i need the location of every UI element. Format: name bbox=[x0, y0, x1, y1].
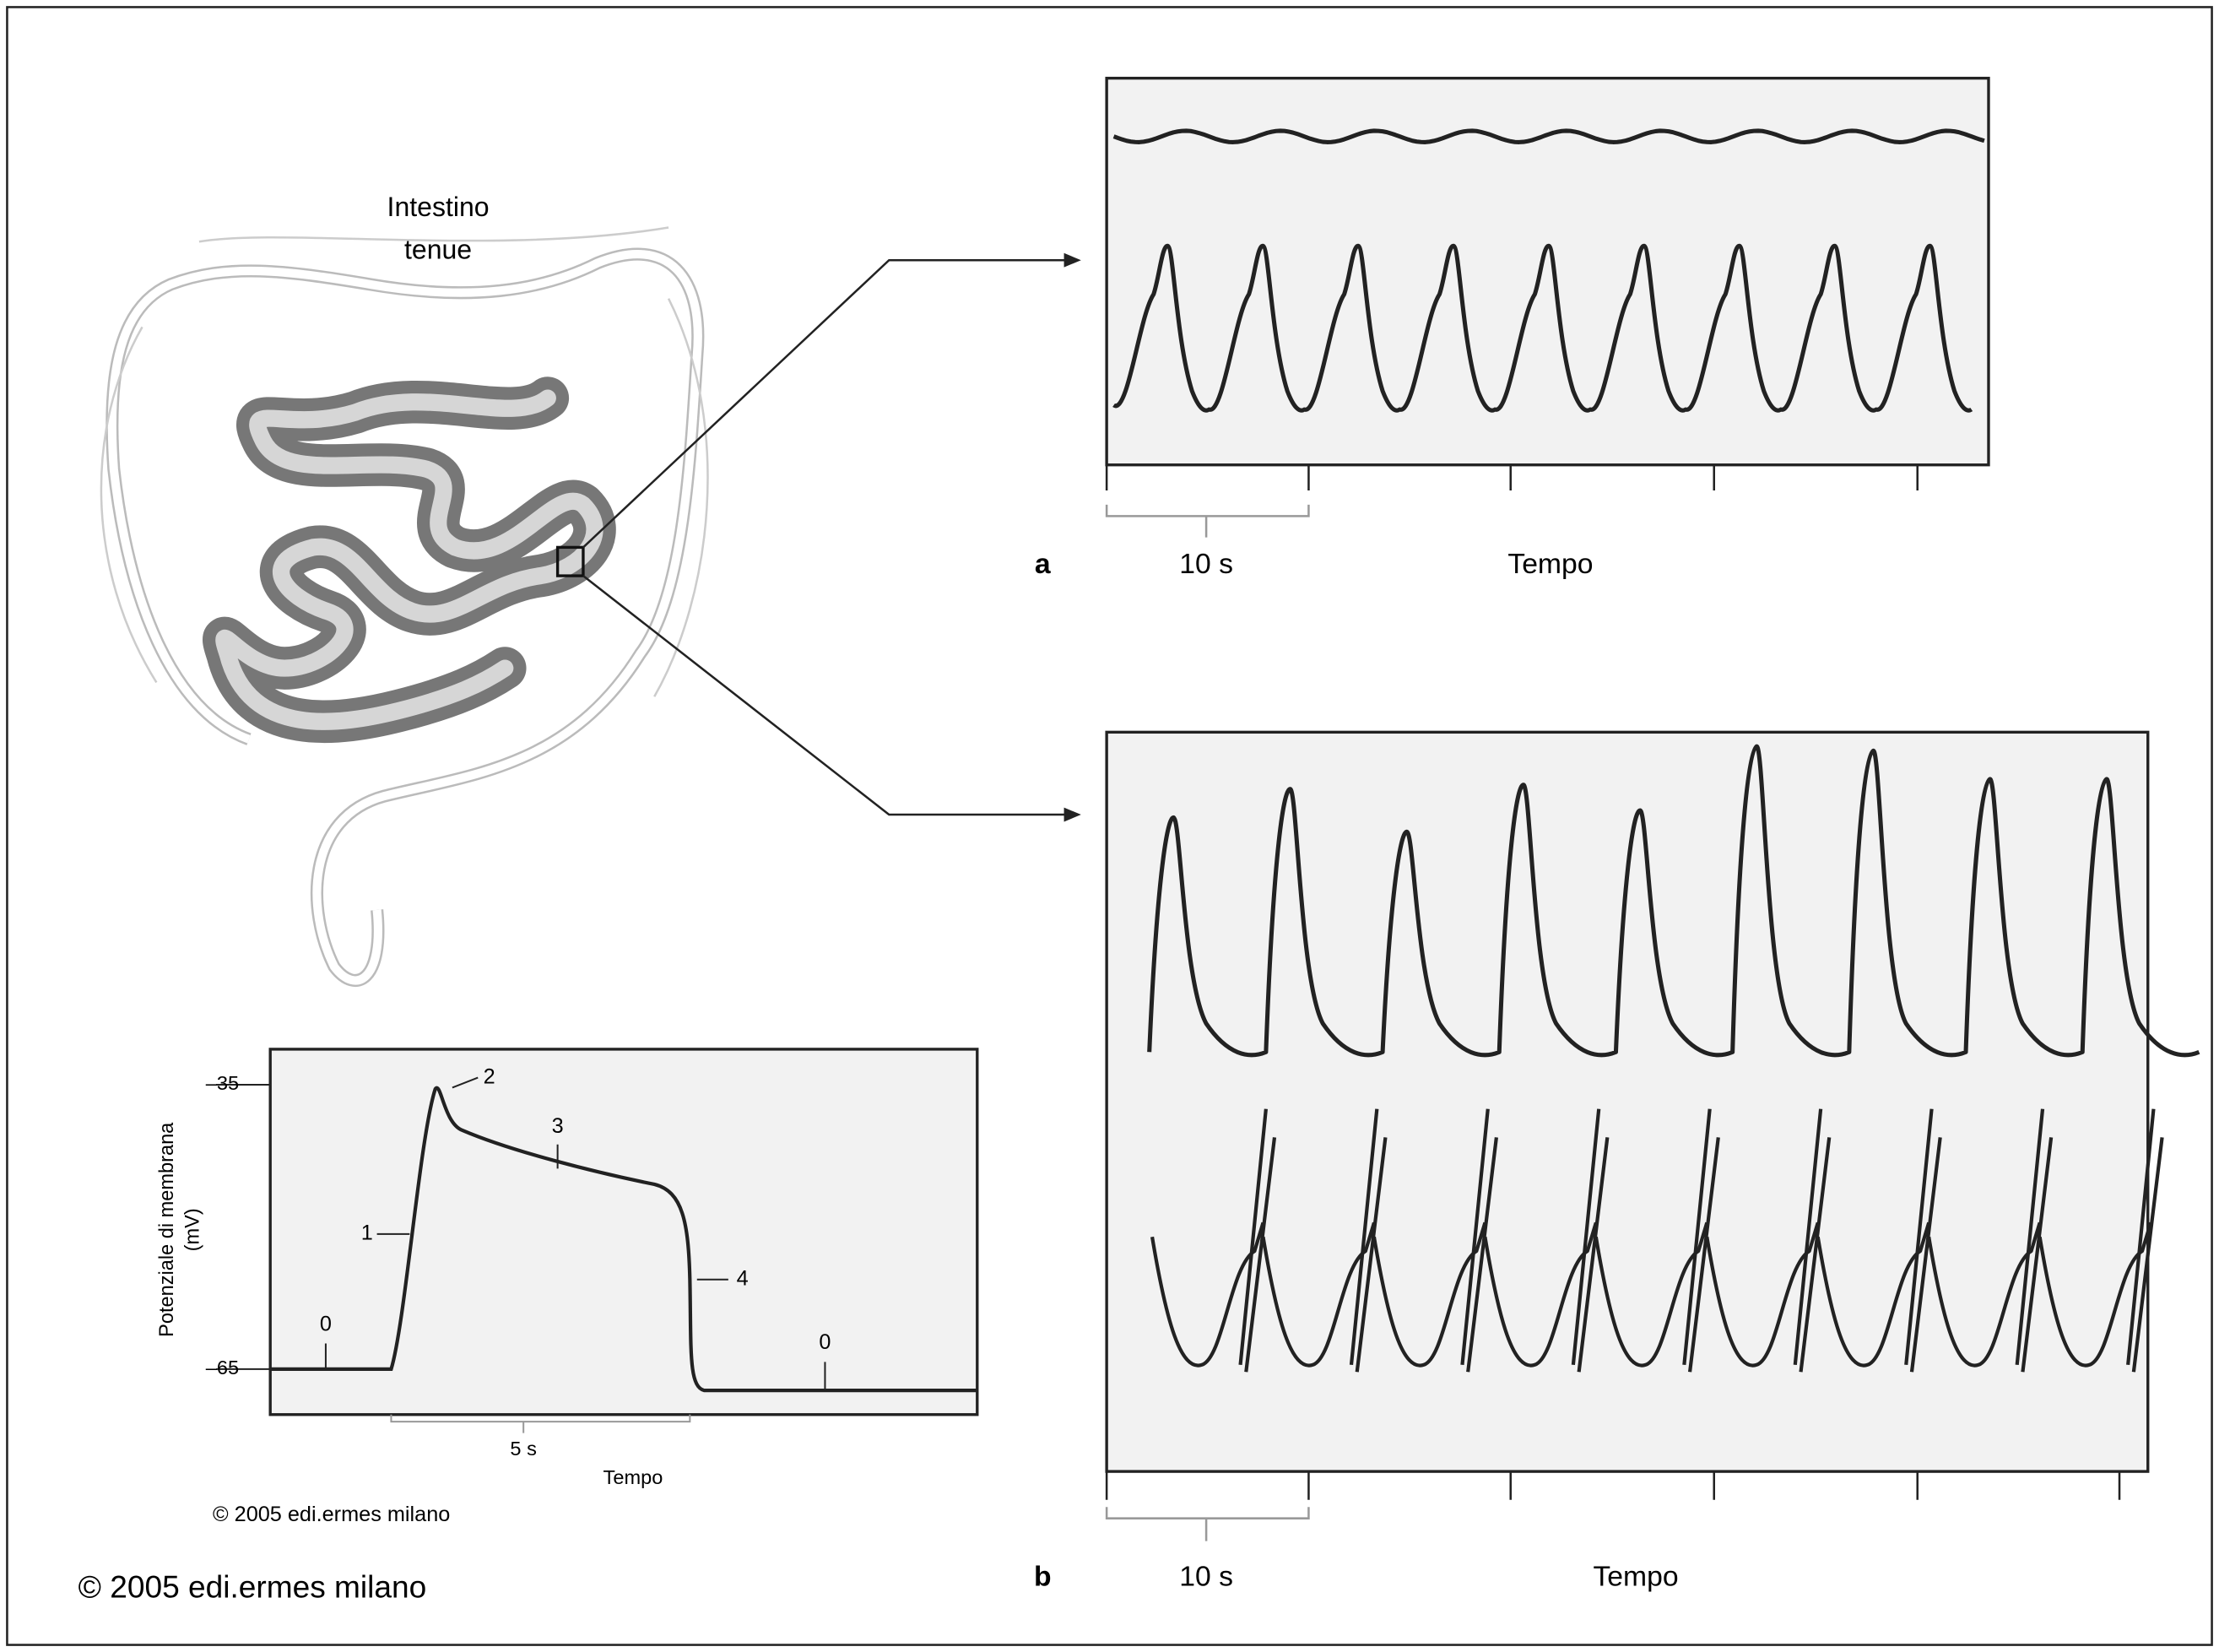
panel-b-traces bbox=[1147, 744, 2200, 1373]
phase-label: 1 bbox=[361, 1221, 373, 1245]
copyright: © 2005 edi.ermes milano bbox=[213, 1503, 450, 1526]
spike bbox=[1349, 1108, 1388, 1373]
large-intestine-folds bbox=[100, 226, 709, 697]
phase-label: 0 bbox=[320, 1312, 332, 1335]
spike bbox=[2015, 1108, 2054, 1373]
copyright: © 2005 edi.ermes milano bbox=[78, 1569, 427, 1605]
panel-label: b bbox=[1034, 1561, 1052, 1592]
panel-a-time-axis bbox=[1105, 464, 1919, 538]
electrical-trace bbox=[1483, 1221, 1598, 1368]
spike bbox=[2126, 1108, 2164, 1373]
mechanical-trace bbox=[1112, 128, 1985, 144]
phase-label: 2 bbox=[484, 1064, 495, 1088]
phase-label: 4 bbox=[737, 1266, 749, 1290]
inset-leaders bbox=[216, 1076, 826, 1391]
electrical-trace bbox=[1150, 1221, 1265, 1368]
phase-label: 3 bbox=[552, 1114, 564, 1138]
electrical-trace bbox=[1372, 1221, 1487, 1368]
axis-label: Tempo bbox=[603, 1466, 663, 1488]
electrical-trace bbox=[1261, 1221, 1376, 1368]
y-axis-title: (mV) bbox=[181, 1208, 203, 1251]
spike bbox=[1793, 1108, 1832, 1373]
spike bbox=[1682, 1108, 1720, 1373]
axis-label: Tempo bbox=[1507, 549, 1593, 580]
panel-b-time-axis bbox=[1105, 1471, 2121, 1541]
scale-label: 10 s bbox=[1179, 549, 1233, 580]
intestine-label: tenue bbox=[404, 235, 472, 265]
spike bbox=[1571, 1108, 1610, 1373]
scale-label: 5 s bbox=[510, 1438, 536, 1460]
panel-a-traces bbox=[1112, 128, 1985, 413]
connectors bbox=[582, 258, 1070, 816]
electrical-trace bbox=[1594, 1221, 1709, 1368]
phase-label: 0 bbox=[819, 1330, 831, 1354]
large-intestine-inner bbox=[107, 250, 702, 985]
electrical-trace bbox=[1112, 243, 1973, 413]
electrical-trace bbox=[2038, 1221, 2153, 1368]
electrical-trace bbox=[1927, 1221, 2042, 1368]
inset-scale-bracket bbox=[390, 1414, 691, 1433]
electrical-trace bbox=[1705, 1221, 1820, 1368]
mechanical-trace bbox=[1147, 744, 2200, 1058]
intestine-label: Intestino bbox=[387, 192, 490, 222]
spike bbox=[1904, 1108, 1942, 1373]
electrical-trace bbox=[1816, 1221, 1931, 1368]
panel-b-frame bbox=[1105, 730, 2150, 1473]
y-tick-label: –35 bbox=[206, 1072, 239, 1094]
spike bbox=[1238, 1108, 1277, 1373]
detail-box bbox=[555, 545, 585, 577]
axis-label: Tempo bbox=[1593, 1561, 1678, 1592]
spike bbox=[1460, 1108, 1498, 1373]
small-intestine-highlight bbox=[215, 389, 603, 730]
scale-label: 10 s bbox=[1179, 1561, 1233, 1592]
y-axis-title: Potenziale di membrana bbox=[155, 1122, 177, 1337]
y-tick-label: –65 bbox=[206, 1357, 239, 1378]
panel-label: a bbox=[1035, 549, 1051, 580]
action-potential bbox=[270, 1086, 977, 1393]
inset-frame bbox=[268, 1048, 979, 1416]
